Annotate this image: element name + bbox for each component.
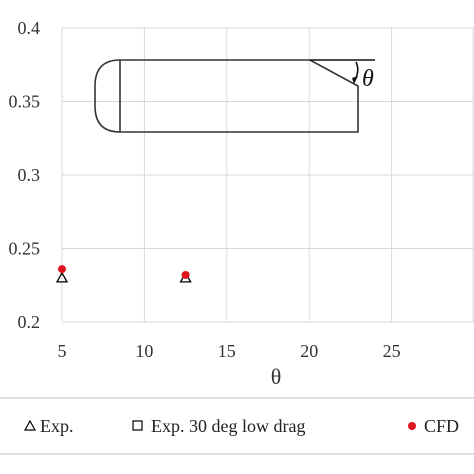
y-tick-labels: 0.2 0.25 0.3 0.35 0.4 [9,18,41,332]
legend-label-cfd: CFD [424,416,459,436]
y-tick-label-0: 0.2 [18,312,41,332]
x-tick-label-2: 15 [218,341,236,361]
legend-label-exp: Exp. [40,416,74,436]
legend-frame [0,397,474,455]
x-tick-label-0: 5 [58,341,67,361]
circle-marker-icon [408,422,416,430]
y-tick-label-2: 0.3 [18,165,41,185]
grid [61,27,474,323]
square-marker-icon [132,420,143,431]
legend-item-exp: Exp. [23,416,74,436]
x-tick-labels: 5 10 15 20 25 [58,341,401,361]
exp-point-0 [55,271,69,283]
legend-item-cfd: CFD [408,416,459,436]
x-axis-label: θ [271,364,282,389]
vehicle-body-diagram [94,59,375,133]
y-tick-label-3: 0.35 [9,92,41,112]
x-tick-label-4: 25 [383,341,401,361]
cfd-point-0 [58,265,66,274]
x-tick-label-1: 10 [135,341,153,361]
inset-angle-label: θ [362,66,374,92]
legend-label-exp-30deg: Exp. 30 deg low drag [151,416,305,436]
triangle-marker-icon [23,419,37,431]
legend-item-exp-30deg: Exp. 30 deg low drag [132,416,305,436]
data-points [55,265,192,283]
y-tick-label-1: 0.25 [9,239,41,259]
x-tick-label-3: 20 [300,341,318,361]
cfd-point-1 [181,270,190,279]
angle-arrowhead [352,76,358,84]
y-tick-label-4: 0.4 [18,18,41,38]
legend: Exp. Exp. 30 deg low drag CFD [0,397,474,455]
